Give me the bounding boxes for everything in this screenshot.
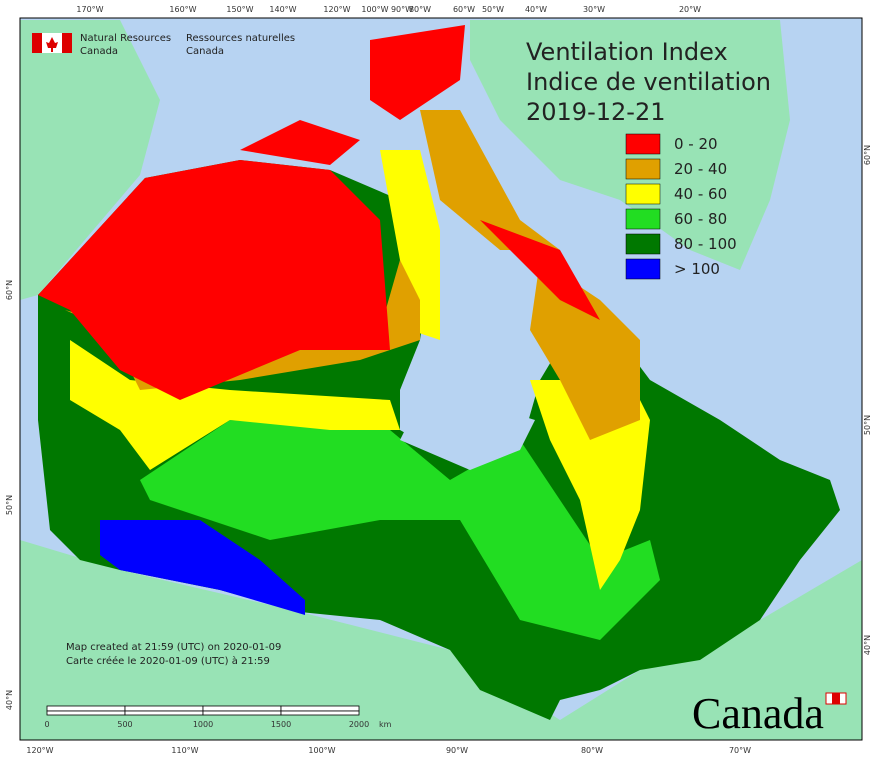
graticule-label: 170°W bbox=[76, 5, 103, 14]
title: Ventilation Index bbox=[526, 38, 728, 66]
legend-label: 80 - 100 bbox=[674, 235, 737, 253]
map-frame bbox=[19, 17, 863, 741]
scale-segment bbox=[46, 705, 126, 712]
legend-label: 40 - 60 bbox=[674, 185, 727, 203]
legend-label: 60 - 80 bbox=[674, 210, 727, 228]
graticule-label: 50°N bbox=[5, 495, 14, 515]
graticule-label: 30°W bbox=[583, 5, 605, 14]
scale-label: 0 bbox=[44, 720, 49, 729]
graticule-label: 80°W bbox=[581, 746, 603, 755]
graticule-label: 40°N bbox=[5, 690, 14, 710]
org-en: Canada bbox=[80, 46, 118, 57]
hudson-bay bbox=[400, 400, 535, 470]
graticule-label: 90°W bbox=[391, 5, 413, 14]
graticule-label: 20°W bbox=[679, 5, 701, 14]
org-fr: Canada bbox=[186, 46, 224, 57]
scale-segment bbox=[202, 705, 282, 712]
graticule-label: 110°W bbox=[171, 746, 198, 755]
created-en: Map created at 21:59 (UTC) on 2020-01-09 bbox=[66, 642, 281, 653]
graticule-label: 90°W bbox=[446, 746, 468, 755]
scale-segment bbox=[124, 710, 204, 716]
legend-swatch bbox=[625, 158, 661, 180]
scale-unit: km bbox=[379, 720, 392, 729]
legend-label: 20 - 40 bbox=[674, 160, 727, 178]
graticule-label: 120°W bbox=[26, 746, 53, 755]
nrcan-logo bbox=[32, 33, 72, 53]
legend-label: 0 - 20 bbox=[674, 135, 718, 153]
scale-label: 2000 bbox=[349, 720, 369, 729]
alaska bbox=[20, 20, 160, 300]
graticule-label: 60°W bbox=[453, 5, 475, 14]
flag-bar bbox=[62, 33, 72, 53]
graticule-label: 50°N bbox=[863, 415, 872, 435]
date: 2019-12-21 bbox=[526, 98, 665, 126]
united-states bbox=[20, 540, 862, 740]
org-en: Natural Resources bbox=[80, 33, 171, 44]
legend-swatch bbox=[625, 133, 661, 155]
graticule-label: 40°N bbox=[863, 635, 872, 655]
scale-segment bbox=[124, 705, 204, 712]
graticule-label: 150°W bbox=[226, 5, 253, 14]
region-over-100 bbox=[100, 520, 305, 615]
graticule-label: 100°W bbox=[308, 746, 335, 755]
graticule-label: 60°N bbox=[863, 145, 872, 165]
region-60-80 bbox=[140, 420, 660, 640]
graticule-label: 160°W bbox=[169, 5, 196, 14]
graticule-label: 70°W bbox=[729, 746, 751, 755]
legend-label: > 100 bbox=[674, 260, 720, 278]
graticule-label: 120°W bbox=[323, 5, 350, 14]
legend-swatch bbox=[625, 233, 661, 255]
scale-label: 1000 bbox=[193, 720, 213, 729]
flag-bar bbox=[32, 33, 42, 53]
region-20-40 bbox=[65, 110, 640, 440]
wordmark-flag-leaf bbox=[832, 693, 840, 704]
legend-swatch bbox=[625, 258, 661, 280]
scale-segment bbox=[280, 710, 360, 716]
region-0-20 bbox=[38, 25, 600, 400]
scale-segment bbox=[46, 710, 126, 716]
created-fr: Carte créée le 2020-01-09 (UTC) à 21:59 bbox=[66, 655, 270, 667]
wordmark: Canada bbox=[692, 689, 824, 738]
title: Indice de ventilation bbox=[526, 68, 771, 96]
graticule-label: 50°W bbox=[482, 5, 504, 14]
graticule-label: 40°W bbox=[525, 5, 547, 14]
scale-segment bbox=[280, 705, 360, 712]
region-40-60 bbox=[70, 150, 650, 590]
scale-label: 500 bbox=[117, 720, 132, 729]
org-fr: Ressources naturelles bbox=[186, 33, 295, 44]
scale-label: 1500 bbox=[271, 720, 291, 729]
graticule-label: 140°W bbox=[269, 5, 296, 14]
flag-leaf bbox=[46, 37, 58, 52]
legend-swatch bbox=[625, 183, 661, 205]
graticule-label: 60°N bbox=[5, 280, 14, 300]
graticule-label: 100°W bbox=[361, 5, 388, 14]
legend-swatch bbox=[625, 208, 661, 230]
graticule-label: 80°W bbox=[409, 5, 431, 14]
scale-segment bbox=[202, 710, 282, 716]
